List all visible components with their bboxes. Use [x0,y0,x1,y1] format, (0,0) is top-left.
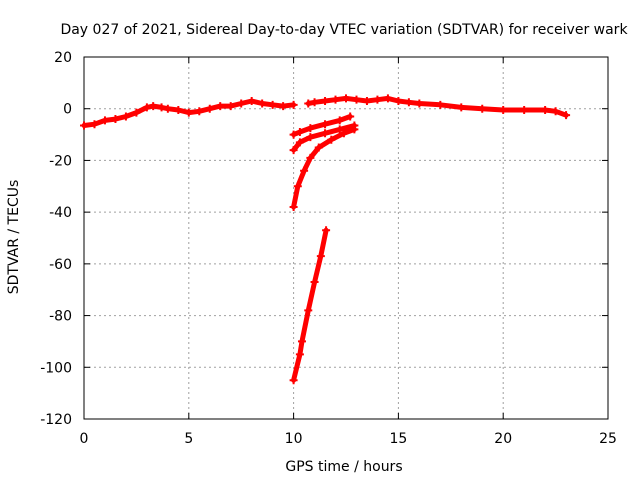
y-tick-label: -100 [40,360,72,376]
data-point [195,107,204,116]
data-point [149,102,158,111]
series-line [291,126,357,210]
data-point [216,102,225,111]
series-arc-middle [289,121,359,155]
data-point [310,98,319,107]
axes: 0 5 10 15 20 25 20 0 -20 -40 -60 -80 -100 -120 [40,50,617,447]
data-point [335,125,344,134]
y-tick-label: -80 [49,309,72,325]
data-point [304,99,313,108]
data-point [163,104,172,113]
data-point [314,143,323,152]
data-point [289,100,298,109]
data-point [80,121,88,130]
data-point [306,133,315,142]
data-point [404,98,413,107]
data-point [350,125,359,134]
data-point [247,96,256,105]
x-axis-label: GPS time / hours [285,459,402,475]
data-point [268,100,277,109]
data-point [289,130,298,139]
data-point [157,103,166,112]
data-point [279,102,288,111]
data-point [316,252,325,261]
data-point [289,202,298,211]
data-point [499,106,508,115]
series-arc-lower [289,125,359,211]
data-point [520,106,529,115]
data-point [289,146,298,155]
data-point [346,112,355,121]
series-arc-upper [289,112,355,139]
data-point [327,135,336,144]
data-point [306,124,315,133]
data-point [184,108,193,117]
data-point [541,106,550,115]
data-point [457,103,466,112]
data-point [226,102,235,111]
data-point [478,104,487,113]
data-point [321,129,330,138]
data-point [321,96,330,105]
x-tick-label: 15 [389,431,407,447]
y-tick-label: 20 [54,50,72,66]
data-point [321,120,330,129]
data-point [342,94,350,103]
data-point [258,99,267,108]
data-point [121,112,130,121]
data-point [551,107,560,116]
x-tick-label: 25 [599,431,617,447]
y-tick-label: -120 [40,412,72,428]
data-point [132,108,141,117]
series-line [81,98,297,128]
data-point [100,116,109,125]
data-point [205,104,214,113]
data-point [394,96,403,105]
x-tick-label: 20 [494,431,512,447]
data-point [90,120,99,129]
data-point [293,182,302,191]
data-point [295,350,304,359]
data-point [362,96,371,105]
y-tick-label: -20 [49,153,72,169]
data-point [306,153,315,162]
plot-frame [83,56,609,420]
y-tick-label: 0 [63,102,72,118]
data-point [352,95,361,104]
data-point [331,95,340,104]
data-point [297,337,306,346]
x-tick-label: 0 [80,431,89,447]
data-point [335,116,344,125]
data-point [174,106,183,115]
data-point [304,306,313,315]
data-point [415,99,424,108]
data-series [80,94,571,385]
data-point [295,138,304,147]
x-tick-label: 5 [184,431,193,447]
data-point [339,129,348,138]
x-tick-label: 10 [285,431,303,447]
chart-title: Day 027 of 2021, Sidereal Day-to-day VTE… [60,22,628,38]
y-axis-label: SDTVAR / TECUs [6,180,22,295]
data-point [436,100,445,109]
data-point [237,99,246,108]
y-tick-label: -60 [49,257,72,273]
series-main-track-morning [80,96,298,130]
data-point [289,376,298,385]
data-point [322,226,331,235]
data-point [562,111,571,120]
series-main-track-afternoon [304,94,571,120]
data-point [310,277,319,286]
data-point [383,94,392,103]
data-point [300,166,309,175]
data-point [142,103,151,112]
data-point [111,115,120,124]
data-point [373,95,382,104]
series-steep-drop [289,226,331,385]
data-point [295,127,304,136]
y-tick-label: -40 [49,205,72,221]
